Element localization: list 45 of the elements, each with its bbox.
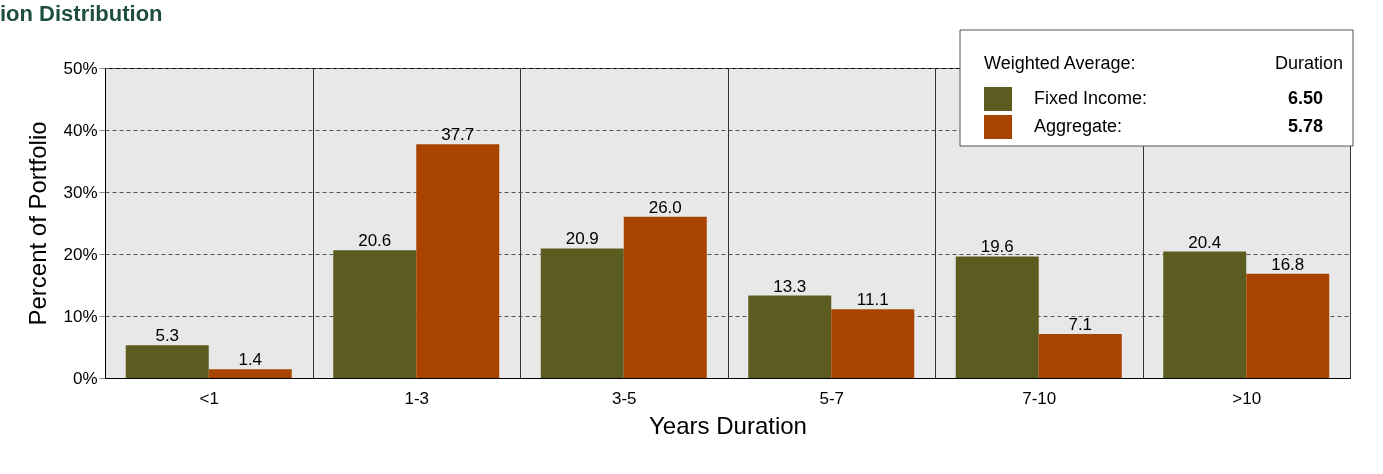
text: 20.4	[1188, 232, 1222, 252]
y-tick-label: 10%	[63, 306, 98, 326]
bar	[540, 248, 624, 378]
text: 20.9	[565, 229, 599, 249]
bar	[1038, 333, 1122, 378]
chart-title: ion Distribution	[0, 0, 163, 26]
bar	[1163, 251, 1247, 378]
annotation: Duration	[1274, 53, 1343, 73]
text: 1.4	[238, 350, 263, 370]
text: 20.6	[358, 231, 392, 251]
annotation: 6.50	[1287, 88, 1323, 108]
x-tick-label: 5-7	[819, 388, 845, 408]
x-tick-label: <1	[199, 388, 219, 408]
text: 37.7	[441, 125, 475, 145]
y-tick-label: 20%	[63, 244, 98, 264]
annotation: 5.78	[1287, 116, 1323, 136]
bar	[748, 295, 832, 378]
text: 16.8	[1271, 254, 1305, 274]
bar	[208, 369, 292, 378]
x-tick-label: >10	[1232, 388, 1262, 408]
y-tick-label: 0%	[72, 368, 98, 388]
bar	[831, 309, 915, 378]
legend-label: Fixed Income:	[1034, 88, 1148, 108]
x-tick-label: 3-5	[611, 388, 637, 408]
bar	[333, 250, 417, 378]
y-axis-title: Percent of Portfolio	[24, 121, 52, 326]
text: 7.1	[1068, 314, 1093, 334]
y-tick-label: 30%	[63, 182, 98, 202]
bar	[1246, 273, 1330, 378]
bar	[125, 345, 209, 378]
x-tick-label: 1-3	[404, 388, 430, 408]
text: 13.3	[773, 276, 807, 296]
y-tick-label: 40%	[63, 120, 98, 140]
text: 26.0	[648, 197, 682, 217]
x-tick-label: 7-10	[1022, 388, 1057, 408]
bar	[955, 256, 1039, 378]
bar	[623, 216, 707, 378]
text: 19.6	[980, 237, 1014, 257]
text: 5.3	[155, 326, 180, 346]
legend-label: Aggregate:	[1034, 116, 1123, 136]
x-axis-title: Years Duration	[649, 411, 807, 439]
text: 11.1	[856, 290, 889, 310]
y-tick-label: 50%	[63, 58, 98, 78]
bar	[416, 144, 500, 378]
legend-title: Weighted Average:	[984, 53, 1136, 73]
